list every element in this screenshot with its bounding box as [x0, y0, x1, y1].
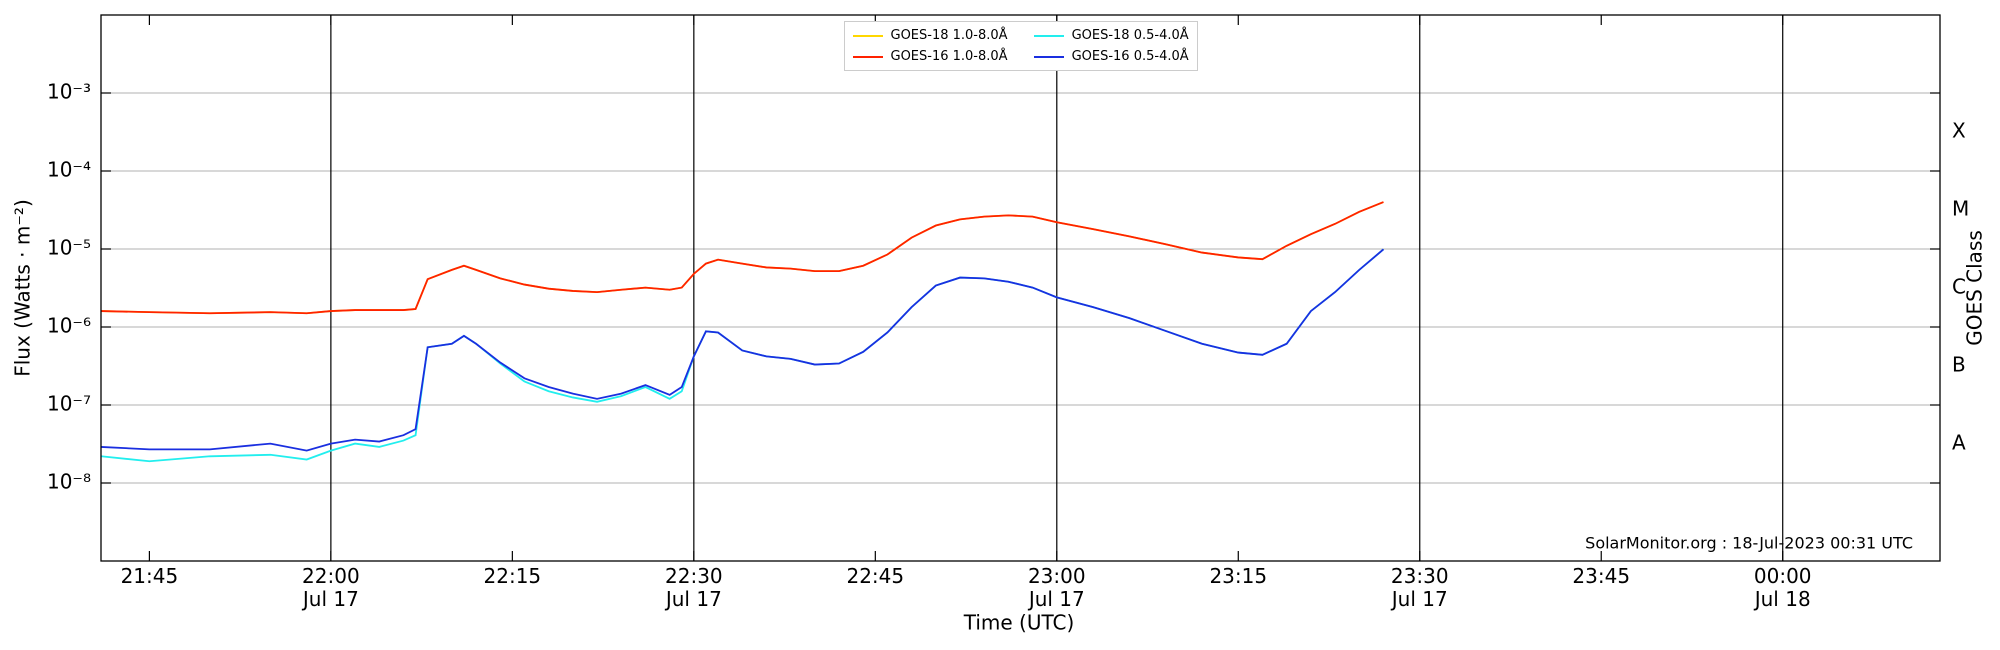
legend-label: GOES-16 0.5-4.0Å: [1071, 49, 1189, 64]
y-tick-label: 10⁻³: [47, 80, 91, 104]
x-tick-label: 23:30 Jul 17: [1390, 564, 1449, 611]
series-line: [100, 201, 1384, 315]
y-axis-label: Flux (Watts · m⁻²): [11, 199, 35, 377]
x-tick-label: 22:45: [846, 564, 905, 588]
legend-label: GOES-16 1.0-8.0Å: [890, 49, 1008, 64]
x-axis-label: Time (UTC): [963, 611, 1075, 635]
legend-label: GOES-18 1.0-8.0Å: [890, 28, 1008, 43]
legend-item: GOES-18 0.5-4.0Å: [1033, 28, 1189, 43]
x-tick-label: 22:30 Jul 17: [665, 564, 723, 611]
x-tick-label: 21:45: [120, 564, 179, 588]
x-tick-label: 22:00 Jul 17: [302, 564, 360, 611]
legend-item: GOES-16 0.5-4.0Å: [1033, 49, 1189, 64]
legend-item: GOES-18 1.0-8.0Å: [852, 28, 1008, 43]
series-line: [100, 201, 1384, 315]
legend-swatch: [852, 55, 883, 58]
legend-swatch: [1033, 55, 1064, 58]
y2-tick-label: C: [1952, 275, 1966, 299]
legend: GOES-18 1.0-8.0Å GOES-16 1.0-8.0Å GOES-18 …: [843, 21, 1198, 71]
y2-tick-label: B: [1952, 353, 1966, 377]
y-tick-label: 10⁻⁷: [47, 392, 91, 416]
legend-label: GOES-18 0.5-4.0Å: [1071, 28, 1189, 43]
y-tick-label: 10⁻⁸: [47, 470, 91, 494]
x-tick-label: 23:45: [1572, 564, 1631, 588]
y2-tick-label: A: [1952, 431, 1966, 455]
y2-tick-label: X: [1952, 119, 1966, 143]
series-line: [100, 248, 1385, 463]
y-tick-label: 10⁻⁶: [47, 314, 91, 338]
legend-swatch: [1033, 34, 1064, 37]
y2-tick-label: M: [1952, 197, 1969, 221]
legend-swatch: [852, 34, 883, 37]
series-line: [100, 248, 1385, 452]
legend-item: GOES-16 1.0-8.0Å: [852, 49, 1008, 64]
y-tick-label: 10⁻⁵: [47, 236, 91, 260]
y2-axis-label: GOES Class: [1963, 230, 1987, 346]
x-tick-label: 22:15: [483, 564, 542, 588]
plot-frame: [100, 14, 1941, 562]
x-tick-label: 23:00 Jul 17: [1027, 564, 1086, 611]
x-tick-label: 00:00 Jul 18: [1753, 564, 1812, 611]
annotation: SolarMonitor.org : 18-Jul-2023 00:31 UTC: [1585, 534, 1913, 553]
y-tick-label: 10⁻⁴: [47, 158, 91, 182]
x-tick-label: 23:15: [1209, 564, 1268, 588]
